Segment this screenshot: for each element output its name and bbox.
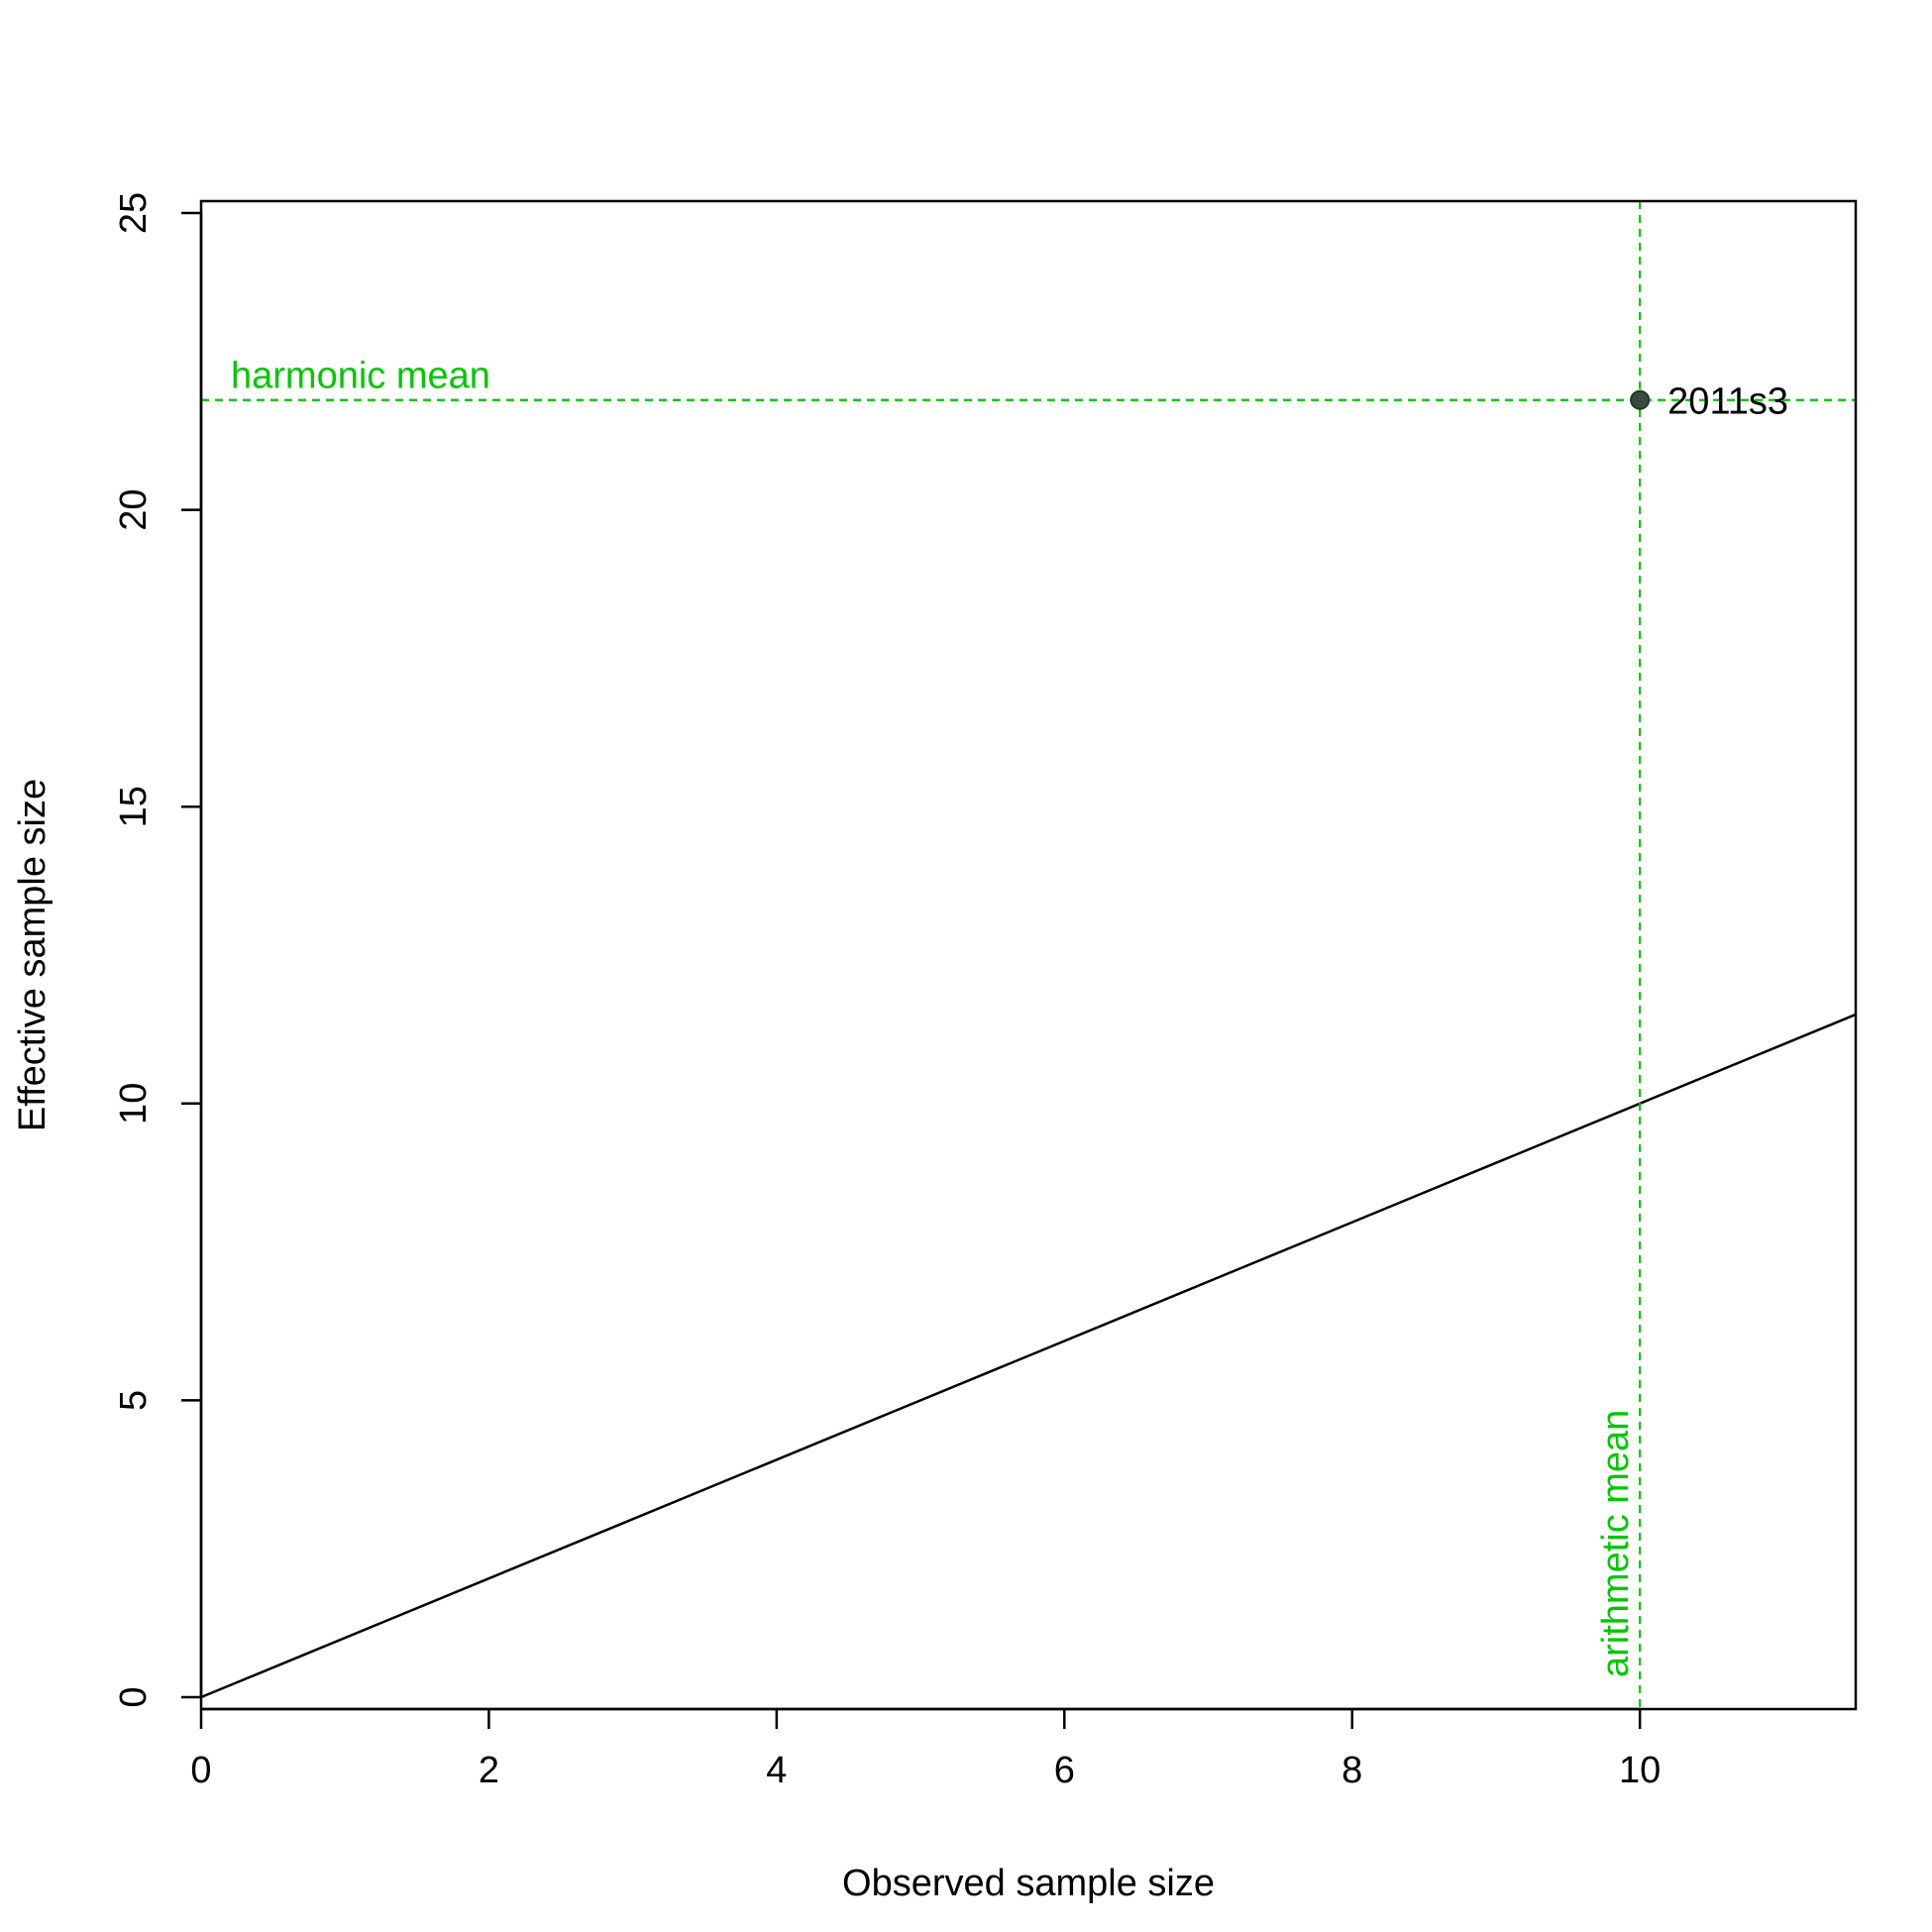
y-tick-label: 25 (113, 192, 155, 234)
data-point (1630, 389, 1651, 410)
x-tick-label: 10 (1619, 1750, 1661, 1791)
harmonic-mean-label: harmonic mean (231, 356, 490, 397)
x-tick-label: 6 (1054, 1750, 1075, 1791)
mean-lines-layer: harmonic mean arithmetic mean (201, 201, 1856, 1709)
y-tick-label: 15 (113, 786, 155, 827)
x-tick-label: 2 (479, 1750, 499, 1791)
points-layer: 2011s3 (1630, 381, 1788, 423)
axes-layer: 0 2 4 6 8 10 0 5 10 15 20 25 (113, 192, 1661, 1791)
arithmetic-mean-label: arithmetic mean (1595, 1410, 1637, 1677)
x-tick-label: 8 (1342, 1750, 1362, 1791)
one-to-one-reference-line (200, 1013, 1857, 1699)
x-axis-title: Observed sample size (842, 1863, 1215, 1904)
y-axis-title: Effective sample size (12, 779, 54, 1131)
y-tick-label: 10 (113, 1083, 155, 1125)
x-tick-label: 4 (766, 1750, 787, 1791)
y-tick-label: 5 (113, 1390, 155, 1411)
x-tick-label: 0 (190, 1750, 211, 1791)
y-tick-label: 20 (113, 488, 155, 530)
y-tick-label: 0 (113, 1686, 155, 1707)
data-point-label: 2011s3 (1667, 381, 1788, 423)
reference-line-layer (200, 1013, 1857, 1699)
